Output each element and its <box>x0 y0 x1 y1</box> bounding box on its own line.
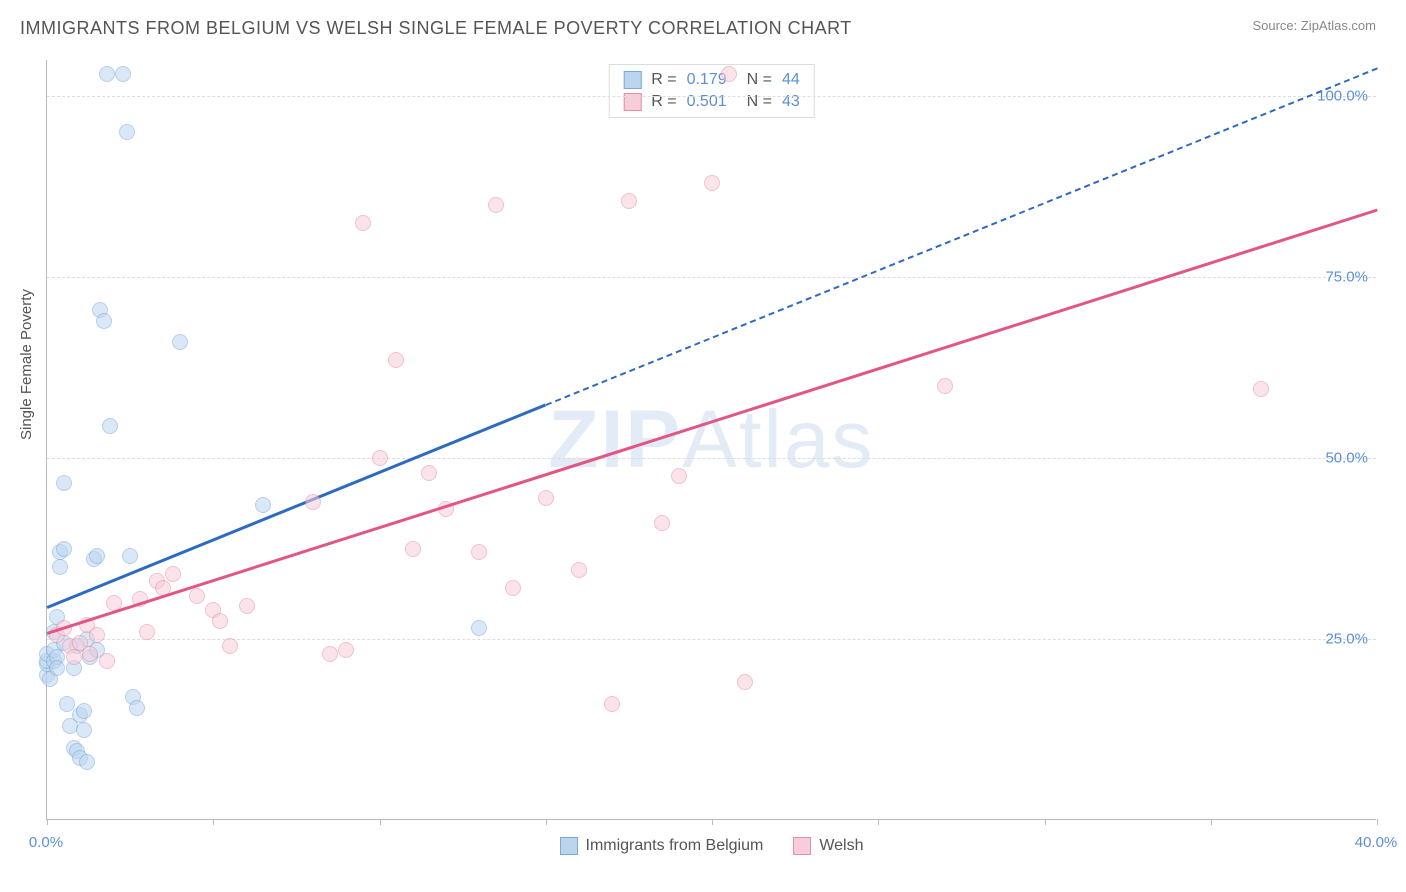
data-point <box>89 627 105 643</box>
watermark: ZIPAtlas <box>549 393 875 487</box>
data-point <box>305 494 321 510</box>
data-point <box>56 475 72 491</box>
data-point <box>471 544 487 560</box>
legend-swatch <box>793 837 811 855</box>
source-attribution: Source: ZipAtlas.com <box>1252 18 1376 33</box>
data-point <box>355 215 371 231</box>
data-point <box>76 722 92 738</box>
y-tick-label: 50.0% <box>1325 450 1368 467</box>
data-point <box>76 703 92 719</box>
data-point <box>471 620 487 636</box>
data-point <box>239 598 255 614</box>
x-tick-label: 40.0% <box>1355 834 1398 851</box>
data-point <box>671 468 687 484</box>
data-point <box>937 378 953 394</box>
x-tick <box>1211 819 1212 825</box>
y-tick-label: 25.0% <box>1325 631 1368 648</box>
data-point <box>538 490 554 506</box>
data-point <box>52 559 68 575</box>
data-point <box>388 352 404 368</box>
legend-row: R = 0.501N = 43 <box>623 91 800 113</box>
data-point <box>405 541 421 557</box>
data-point <box>49 660 65 676</box>
data-point <box>96 313 112 329</box>
y-axis-label: Single Female Poverty <box>18 289 35 440</box>
data-point <box>119 124 135 140</box>
data-point <box>212 613 228 629</box>
data-point <box>99 66 115 82</box>
x-tick <box>380 819 381 825</box>
gridline <box>47 96 1376 97</box>
data-point <box>222 638 238 654</box>
source-name: ZipAtlas.com <box>1301 18 1376 33</box>
x-tick <box>878 819 879 825</box>
legend-swatch <box>623 71 641 89</box>
data-point <box>189 588 205 604</box>
legend-r-label: R = <box>651 71 676 89</box>
x-tick <box>213 819 214 825</box>
legend-item: Welsh <box>793 837 863 855</box>
chart-header: IMMIGRANTS FROM BELGIUM VS WELSH SINGLE … <box>0 0 1406 49</box>
data-point <box>338 642 354 658</box>
x-tick <box>546 819 547 825</box>
trend-line <box>47 404 547 609</box>
data-point <box>505 580 521 596</box>
trend-line <box>47 208 1378 634</box>
data-point <box>488 197 504 213</box>
x-tick <box>47 819 48 825</box>
data-point <box>99 653 115 669</box>
watermark-light: Atlas <box>682 394 874 485</box>
data-point <box>255 497 271 513</box>
legend-n-label: N = <box>747 71 772 89</box>
legend-n-value: 44 <box>782 71 800 89</box>
data-point <box>172 334 188 350</box>
legend-swatch <box>560 837 578 855</box>
legend-label: Welsh <box>819 837 863 855</box>
data-point <box>122 548 138 564</box>
data-point <box>621 193 637 209</box>
gridline <box>47 277 1376 278</box>
data-point <box>66 649 82 665</box>
data-point <box>139 624 155 640</box>
x-tick <box>712 819 713 825</box>
x-tick <box>1377 819 1378 825</box>
scatter-chart: ZIPAtlas R = 0.179N = 44R = 0.501N = 43 … <box>46 60 1376 820</box>
x-tick <box>1045 819 1046 825</box>
data-point <box>129 700 145 716</box>
data-point <box>721 66 737 82</box>
data-point <box>102 418 118 434</box>
x-tick-label: 0.0% <box>29 834 63 851</box>
data-point <box>89 548 105 564</box>
gridline <box>47 458 1376 459</box>
correlation-legend: R = 0.179N = 44R = 0.501N = 43 <box>608 64 815 118</box>
data-point <box>115 66 131 82</box>
data-point <box>165 566 181 582</box>
data-point <box>82 646 98 662</box>
series-legend: Immigrants from Belgium Welsh <box>560 837 864 855</box>
source-prefix: Source: <box>1252 18 1300 33</box>
trend-line-extension <box>545 67 1377 405</box>
gridline <box>47 639 1376 640</box>
data-point <box>1253 381 1269 397</box>
data-point <box>704 175 720 191</box>
y-tick-label: 75.0% <box>1325 269 1368 286</box>
data-point <box>571 562 587 578</box>
legend-row: R = 0.179N = 44 <box>623 69 800 91</box>
data-point <box>79 754 95 770</box>
data-point <box>421 465 437 481</box>
data-point <box>322 646 338 662</box>
data-point <box>654 515 670 531</box>
data-point <box>372 450 388 466</box>
legend-label: Immigrants from Belgium <box>586 837 764 855</box>
chart-title: IMMIGRANTS FROM BELGIUM VS WELSH SINGLE … <box>20 18 852 39</box>
data-point <box>737 674 753 690</box>
watermark-bold: ZIP <box>549 394 683 485</box>
legend-item: Immigrants from Belgium <box>560 837 764 855</box>
data-point <box>604 696 620 712</box>
data-point <box>56 541 72 557</box>
